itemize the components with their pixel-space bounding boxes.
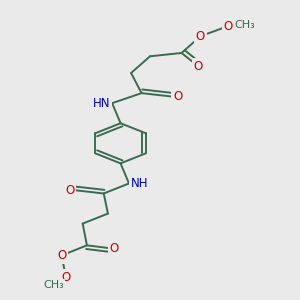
Text: NH: NH xyxy=(131,177,148,190)
Text: O: O xyxy=(196,30,205,43)
Text: CH₃: CH₃ xyxy=(43,280,64,290)
Text: O: O xyxy=(65,184,74,197)
Text: CH₃: CH₃ xyxy=(234,20,255,29)
Text: HN: HN xyxy=(92,97,110,110)
Text: O: O xyxy=(238,20,248,33)
Text: O: O xyxy=(110,242,119,255)
Text: O: O xyxy=(223,20,232,33)
Text: O: O xyxy=(61,271,70,284)
Text: O: O xyxy=(173,90,182,103)
Text: O: O xyxy=(194,60,203,73)
Text: O: O xyxy=(57,249,66,262)
